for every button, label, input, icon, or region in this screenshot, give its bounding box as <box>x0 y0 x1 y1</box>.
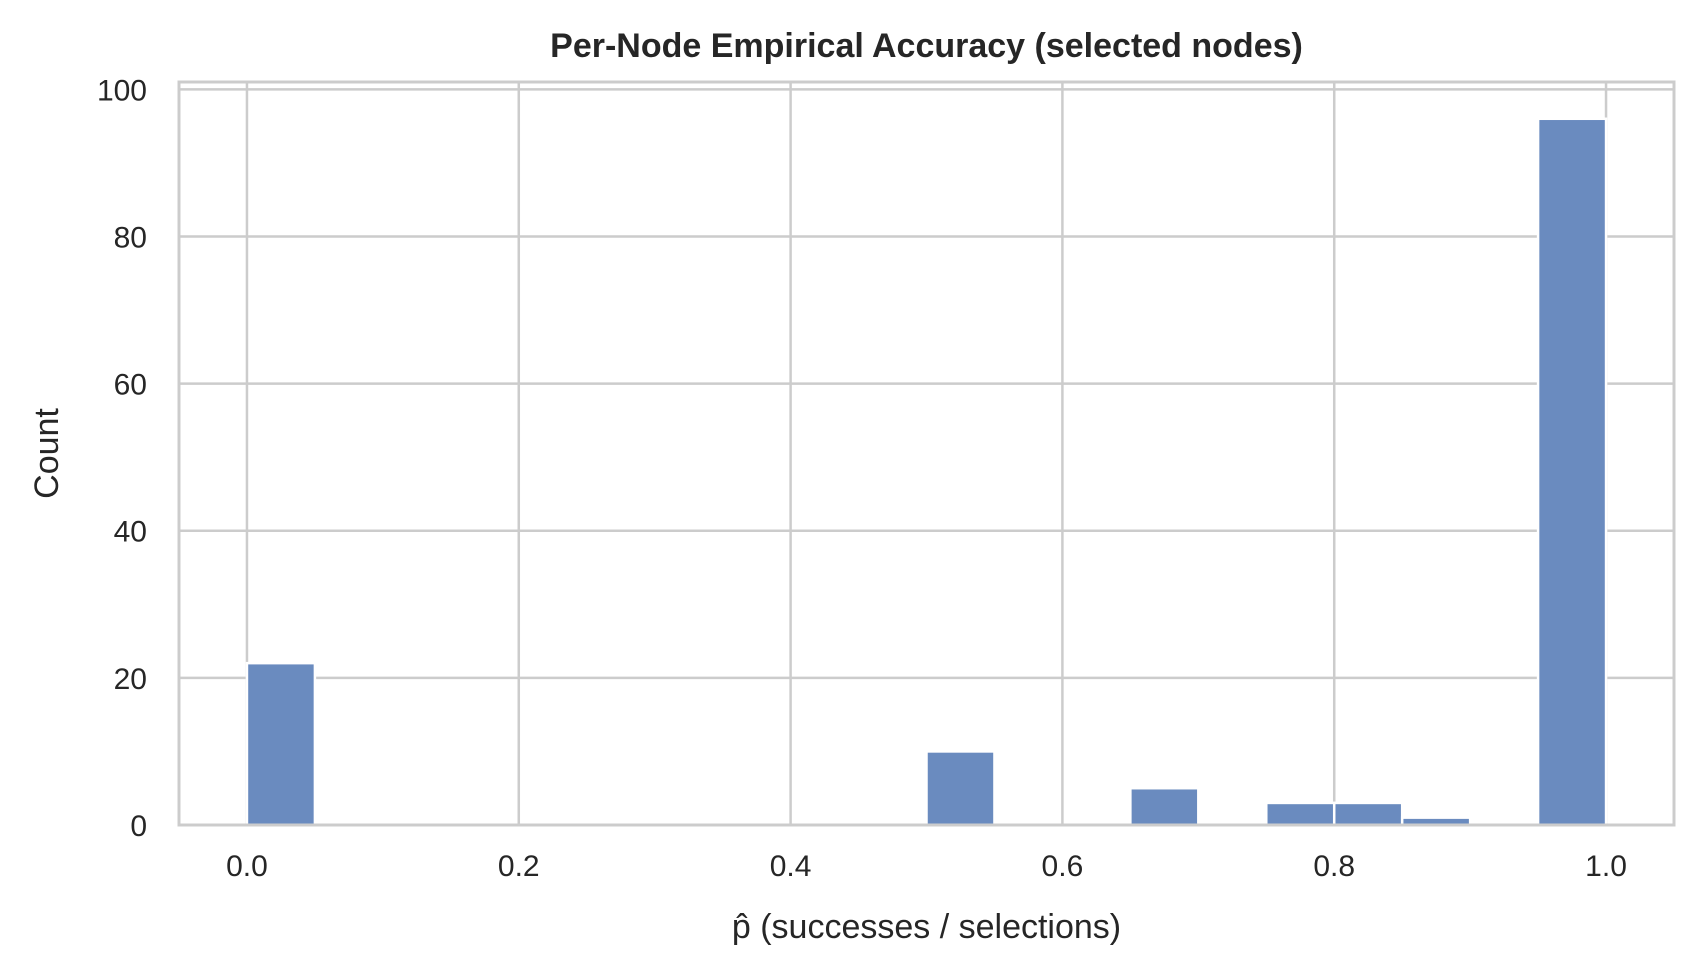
plot-frame <box>177 80 1676 827</box>
x-tick-labels: 0.0 0.2 0.4 0.6 0.8 1.0 <box>226 850 1627 883</box>
x-tick-label-0: 0.0 <box>226 850 268 883</box>
histogram-bar-1 <box>925 750 996 827</box>
chart-title: Per-Node Empirical Accuracy (selected no… <box>550 27 1303 65</box>
y-tick-label-3: 60 <box>114 369 147 402</box>
histogram-bar-4 <box>1332 801 1404 827</box>
histogram-bar-3 <box>1265 801 1336 827</box>
y-tick-label-5: 100 <box>97 74 147 107</box>
x-tick-label-5: 1.0 <box>1585 850 1627 883</box>
histogram-bar-6 <box>1536 117 1608 827</box>
y-tick-label-4: 80 <box>114 221 147 254</box>
bars-group <box>245 117 1608 827</box>
y-tick-labels: 0 20 40 60 80 100 <box>97 74 147 843</box>
x-tick-label-2: 0.4 <box>770 850 812 883</box>
x-tick-label-4: 0.8 <box>1313 850 1355 883</box>
y-tick-label-0: 0 <box>130 810 147 843</box>
histogram-bar-0 <box>245 661 317 827</box>
x-axis-label: p̂ (successes / selections) <box>732 908 1121 946</box>
x-tick-label-1: 0.2 <box>498 850 540 883</box>
y-tick-label-2: 40 <box>114 516 147 549</box>
y-axis-label: Count <box>28 408 66 499</box>
y-tick-label-1: 20 <box>114 663 147 696</box>
x-tick-label-3: 0.6 <box>1042 850 1084 883</box>
histogram-bar-2 <box>1129 786 1200 827</box>
